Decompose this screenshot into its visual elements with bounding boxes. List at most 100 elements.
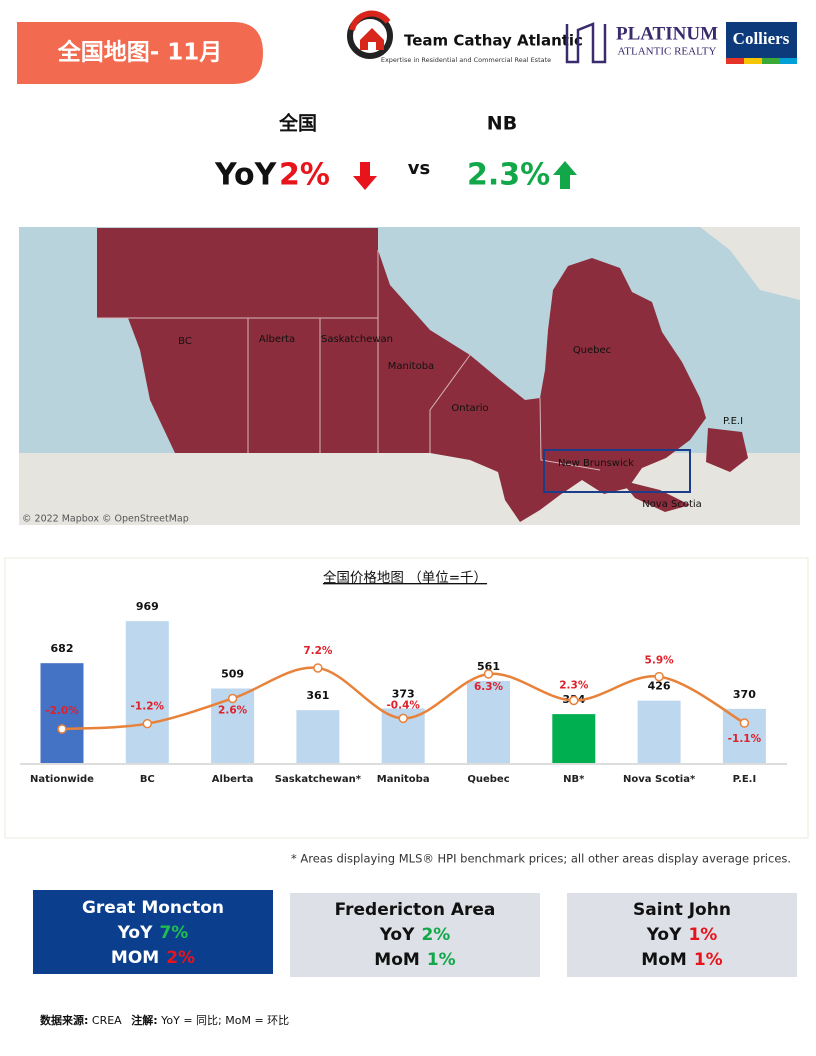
title-tab bbox=[17, 22, 263, 84]
map-label: Manitoba bbox=[388, 361, 434, 372]
line-point bbox=[227, 693, 238, 704]
arrow-up bbox=[553, 161, 577, 189]
card-metric: YoY 2% bbox=[379, 925, 451, 945]
footer-label: 数据来源: bbox=[40, 1013, 88, 1027]
logo-stripe bbox=[726, 58, 744, 64]
x-tick-label: Nova Scotia* bbox=[623, 774, 696, 785]
card-metric: YoY 1% bbox=[646, 925, 718, 945]
logo-cathay bbox=[347, 10, 393, 59]
map-label: Nova Scotia bbox=[642, 499, 702, 510]
line-point bbox=[57, 724, 67, 734]
card-metric-label: MOM bbox=[111, 948, 159, 968]
card bbox=[290, 893, 540, 977]
logo-stripe bbox=[762, 58, 780, 64]
metric-value: 2% bbox=[279, 158, 330, 193]
logo-colliers bbox=[726, 22, 797, 58]
x-tick-label: Manitoba bbox=[377, 774, 430, 785]
footnote: * Areas displaying MLS® HPI benchmark pr… bbox=[291, 852, 791, 866]
card-title: Saint John bbox=[633, 900, 731, 920]
line-value-label: 2.6% bbox=[218, 704, 248, 716]
metric-value: 2.3% bbox=[467, 158, 550, 193]
card-metric-value: 2% bbox=[166, 948, 195, 968]
bar-value-label: 361 bbox=[306, 689, 329, 702]
x-tick-label: Alberta bbox=[212, 774, 254, 785]
card-metric-label: YoY bbox=[379, 925, 415, 945]
metric-label: YoY bbox=[214, 158, 278, 193]
x-tick-label: P.E.I bbox=[733, 774, 757, 785]
page-title: 全国地图- 11月 bbox=[57, 39, 223, 66]
footer-label: 注解: bbox=[131, 1013, 157, 1027]
line-point bbox=[142, 718, 153, 729]
logo-platinum bbox=[565, 22, 607, 64]
card-metric-label: MoM bbox=[374, 950, 420, 970]
vs-label: vs bbox=[408, 158, 430, 179]
card-metric-value: 1% bbox=[694, 950, 723, 970]
card-metric-label: MoM bbox=[641, 950, 687, 970]
logo-stripe bbox=[744, 58, 762, 64]
line-point bbox=[398, 713, 408, 724]
bar-value-label: 370 bbox=[733, 688, 756, 701]
bar bbox=[467, 680, 510, 763]
footer-text: YoY = 同比; MoM = 环比 bbox=[160, 1014, 289, 1027]
line-value-label: -2.0% bbox=[45, 705, 79, 717]
bar-value-label: 373 bbox=[392, 687, 415, 700]
x-tick-label: Nationwide bbox=[30, 774, 94, 785]
footer: 数据来源: CREA 注解: YoY = 同比; MoM = 环比 bbox=[40, 1013, 289, 1027]
card bbox=[33, 890, 273, 974]
line-point bbox=[654, 671, 664, 682]
map-label: Alberta bbox=[259, 334, 295, 345]
card-metric-label: YoY bbox=[117, 923, 153, 943]
map bbox=[19, 227, 800, 525]
line-value-label: -1.2% bbox=[131, 701, 165, 713]
brand-name: Colliers bbox=[733, 29, 790, 48]
card-title: Great Moncton bbox=[82, 898, 224, 918]
line-point bbox=[313, 663, 323, 673]
map-label: Quebec bbox=[573, 345, 611, 356]
card-texts: Great Moncton YoY 7%MOM 2% Fredericton Area Y… bbox=[82, 898, 731, 970]
x-tick-label: Quebec bbox=[467, 774, 509, 785]
card-title: Fredericton Area bbox=[335, 900, 496, 920]
comparison-label: 全国 bbox=[278, 112, 317, 135]
comparison-label: NB bbox=[487, 113, 517, 135]
line-value-label: 7.2% bbox=[303, 645, 333, 657]
brand-subtitle: ATLANTIC REALTY bbox=[618, 46, 717, 58]
bar bbox=[125, 621, 169, 763]
line-point bbox=[483, 669, 494, 679]
bar bbox=[40, 663, 84, 763]
card-metric: MoM 1% bbox=[641, 950, 722, 970]
map-label: Saskatchewan bbox=[321, 334, 393, 345]
arrow-down bbox=[353, 162, 377, 190]
bar-value-label: 426 bbox=[648, 680, 671, 693]
line-value-label: -0.4% bbox=[386, 699, 420, 711]
card-metric: MOM 2% bbox=[111, 948, 195, 968]
card-metric-value: 1% bbox=[688, 925, 717, 945]
map-label: Ontario bbox=[451, 403, 488, 414]
map-label: New Brunswick bbox=[558, 458, 634, 469]
card-metric-label: YoY bbox=[646, 925, 682, 945]
line-value-label: 5.9% bbox=[645, 655, 675, 667]
chart-title: 全国价格地图 （单位=千） bbox=[323, 569, 487, 586]
bar-value-label: 969 bbox=[136, 600, 159, 613]
line-value-label: -1.1% bbox=[728, 733, 762, 745]
line-point bbox=[739, 718, 750, 728]
card-metric-value: 2% bbox=[421, 925, 450, 945]
line-point bbox=[569, 695, 579, 706]
bar bbox=[552, 714, 596, 763]
map-attribution: © 2022 Mapbox © OpenStreetMap bbox=[22, 514, 189, 525]
bar bbox=[722, 708, 766, 763]
bar-value-label: 561 bbox=[477, 660, 500, 673]
x-tick-label: NB* bbox=[563, 774, 585, 785]
line-value-label: 2.3% bbox=[559, 679, 589, 691]
map-label: P.E.I bbox=[723, 416, 743, 427]
x-tick-label: BC bbox=[140, 774, 155, 785]
bar bbox=[296, 710, 340, 763]
brand-name: PLATINUM bbox=[616, 23, 718, 44]
card-metric: MoM 1% bbox=[374, 950, 455, 970]
bar bbox=[637, 700, 681, 763]
card bbox=[567, 893, 797, 977]
map-label: BC bbox=[178, 336, 192, 347]
card-metric-value: 1% bbox=[427, 950, 456, 970]
